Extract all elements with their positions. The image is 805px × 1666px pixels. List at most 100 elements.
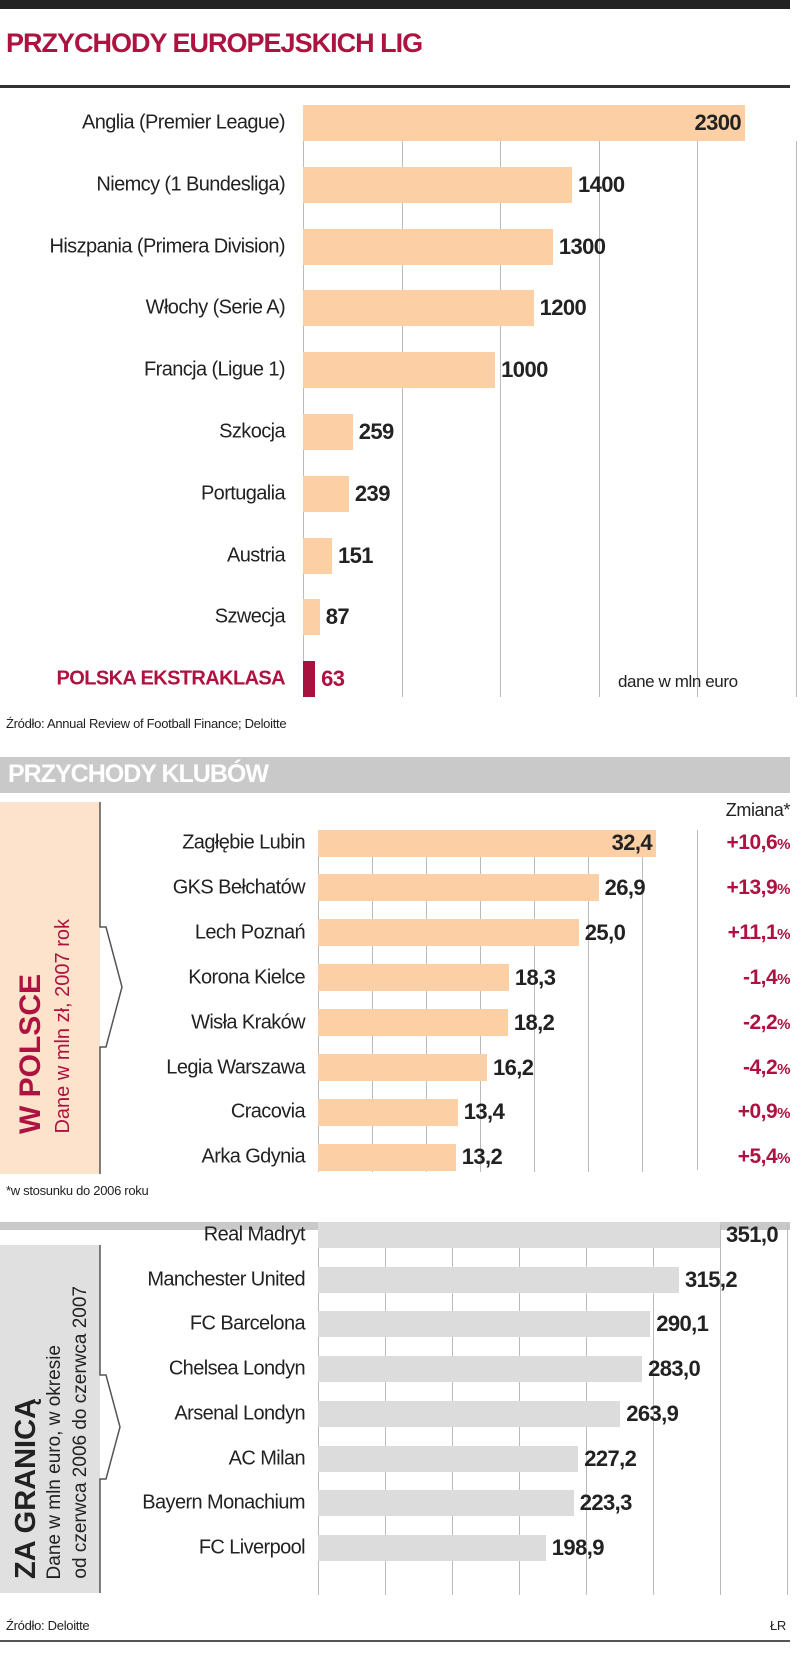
bar (318, 1054, 487, 1081)
gridline (720, 1225, 721, 1595)
bar (318, 1311, 651, 1338)
abroad-panel-title: ZA GRANICĄ (10, 1398, 42, 1579)
gridline (653, 1225, 654, 1595)
bar (303, 475, 349, 512)
bar (303, 599, 320, 636)
change-number: +5,4 (737, 1145, 778, 1169)
section-banner: PRZYCHODY KLUBÓW (0, 757, 790, 793)
abroad-panel-subtitle-1: Dane w mln euro, w okresie (44, 1344, 65, 1579)
value-label: 87 (325, 604, 350, 630)
value-label: 223,3 (579, 1490, 633, 1516)
bar (318, 1356, 643, 1383)
value-label: 351,0 (726, 1222, 779, 1247)
value-label: 18,2 (513, 1009, 555, 1035)
change-value: +10,6% (727, 831, 791, 855)
gridline (480, 830, 481, 1172)
category-label: AC Milan (228, 1447, 306, 1469)
value-label: 290,1 (656, 1311, 709, 1337)
category-label: POLSKA EKSTRAKLASA (56, 667, 286, 690)
change-number: +13,9 (726, 875, 778, 899)
value-label: 1000 (501, 357, 548, 383)
gridline (534, 830, 535, 1172)
bottom-rule (0, 1640, 790, 1642)
change-value: -1,4% (742, 965, 791, 990)
percent-sign: % (777, 1105, 790, 1123)
change-value: +5,4% (737, 1145, 791, 1169)
percent-sign: % (777, 836, 790, 853)
value-label: 1300 (558, 233, 606, 259)
category-label: FC Liverpool (198, 1536, 306, 1559)
abroad-panel-arrow (99, 1245, 121, 1593)
category-label: Anglia (Premier League) (82, 111, 286, 134)
category-label: Austria (226, 544, 286, 567)
bar (303, 105, 745, 141)
value-label: 13,2 (461, 1144, 503, 1170)
value-label: 263,9 (626, 1400, 679, 1426)
change-number: -2,2 (742, 1010, 778, 1034)
value-label: 32,4 (611, 830, 653, 855)
bar (318, 1400, 621, 1427)
value-label: 13,4 (463, 1099, 505, 1125)
category-label: Manchester United (147, 1268, 305, 1291)
gridline (697, 141, 699, 697)
value-label: 239 (354, 480, 391, 506)
footnote: *w stosunku do 2006 roku (6, 1183, 149, 1198)
change-value: +11,1% (728, 921, 791, 945)
change-number: -4,2 (742, 1055, 778, 1079)
bar (303, 537, 333, 574)
abroad-panel: ZA GRANICĄ Dane w mln euro, w okresie od… (0, 1245, 100, 1593)
source-note: Źródło: Annual Review of Football Financ… (6, 716, 287, 731)
change-number: +0,9 (737, 1100, 778, 1124)
gridline (500, 141, 502, 697)
bar (318, 1222, 720, 1248)
bar (303, 166, 573, 203)
bar (318, 874, 599, 902)
change-value: +0,9% (737, 1100, 791, 1124)
percent-sign: % (777, 1015, 790, 1033)
category-label: Legia Warszawa (166, 1056, 305, 1078)
category-label: Niemcy (1 Bundesliga) (96, 173, 285, 196)
gridline (426, 830, 427, 1172)
category-label: Arsenal Londyn (174, 1402, 305, 1425)
poland-panel: W POLSCE Dane w mln zł, 2007 rok (0, 802, 100, 1174)
gridline (787, 1225, 788, 1595)
category-label: Włochy (Serie A) (145, 296, 286, 319)
value-label: 283,0 (648, 1356, 701, 1382)
source-note-deloitte: Źródło: Deloitte (6, 1618, 90, 1633)
value-label: 227,2 (584, 1445, 637, 1471)
value-label: 2300 (694, 110, 741, 135)
bar (318, 1143, 456, 1171)
poland-panel-title: W POLSCE (14, 973, 47, 1134)
value-label: 63 (321, 666, 345, 692)
bar (303, 228, 553, 265)
change-divider (697, 830, 698, 1170)
change-value: -2,2% (742, 1010, 791, 1035)
category-label: Francja (Ligue 1) (144, 358, 286, 381)
bar (318, 829, 656, 857)
change-number: -1,4 (742, 965, 778, 989)
category-label: Portugalia (200, 482, 286, 505)
category-label: Real Madryt (203, 1223, 306, 1246)
value-label: 25,0 (584, 919, 626, 945)
value-label: 18,3 (514, 964, 556, 990)
percent-sign: % (777, 1150, 790, 1168)
value-label: 151 (338, 542, 374, 568)
percent-sign: % (777, 1060, 790, 1078)
bar (303, 352, 496, 389)
change-value: -4,2% (742, 1055, 791, 1080)
category-label: Zagłębie Lubin (182, 831, 305, 854)
bar (318, 1534, 546, 1561)
category-label: Lech Poznań (194, 921, 306, 944)
percent-sign: % (777, 925, 790, 943)
category-label: Bayern Monachium (142, 1491, 305, 1514)
abroad-panel-subtitle-2: od czerwca 2006 do czerwca 2007 (70, 1286, 91, 1579)
category-label: GKS Bełchatów (172, 876, 306, 899)
value-label: 1200 (539, 295, 587, 321)
value-label: 16,2 (493, 1054, 534, 1080)
bar (318, 1490, 574, 1517)
category-label: Wisła Kraków (191, 1011, 306, 1034)
category-label: Cracovia (230, 1100, 306, 1123)
bar (318, 919, 579, 947)
bar (303, 290, 534, 327)
bar (318, 964, 509, 992)
